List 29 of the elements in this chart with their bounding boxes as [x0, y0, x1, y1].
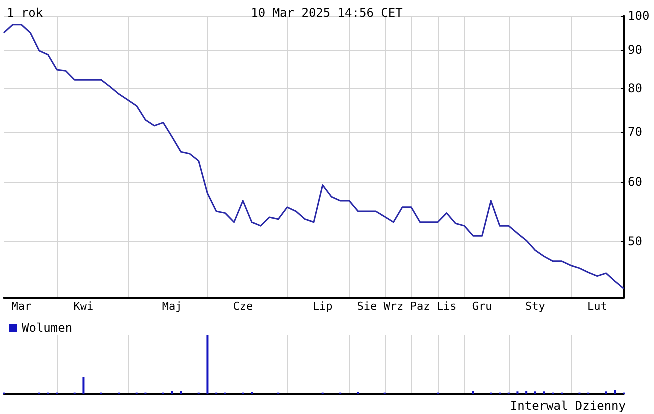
bar [82, 377, 85, 394]
y-tick-label: 50 [628, 234, 642, 248]
bar [171, 391, 174, 394]
x-tick-label: Maj [162, 300, 182, 313]
y-tick-label: 70 [628, 124, 642, 139]
x-tick-label: Sty [525, 300, 546, 313]
y-tick-label: 90 [628, 43, 642, 58]
chart-title: 1 rok [7, 6, 44, 20]
x-tick-label: Lis [436, 300, 457, 313]
x-tick-label: Mar [12, 300, 32, 313]
x-tick-label: Gru [472, 300, 492, 313]
x-tick-label: Paz [410, 300, 430, 313]
chart-subtitle: 10 Mar 2025 14:56 CET [251, 6, 403, 20]
x-tick-label: Lip [312, 300, 333, 313]
x-tick-label: Wrz [384, 300, 404, 313]
bar [526, 391, 528, 394]
bar [472, 391, 474, 394]
x-tick-label: Kwi [74, 300, 94, 313]
x-tick-label: Lut [587, 300, 608, 313]
x-tick-label: Sie [357, 300, 378, 313]
y-tick-label: 100 [628, 9, 650, 23]
y-tick-label: 80 [628, 82, 642, 96]
text: Interwal Dzienny [510, 399, 626, 413]
bar [180, 391, 182, 394]
bar [614, 390, 616, 394]
legend-label: Wolumen [22, 321, 73, 335]
line-series [3, 24, 625, 290]
x-tick-label: Cze [233, 300, 254, 313]
y-tick-label: 60 [628, 175, 642, 190]
